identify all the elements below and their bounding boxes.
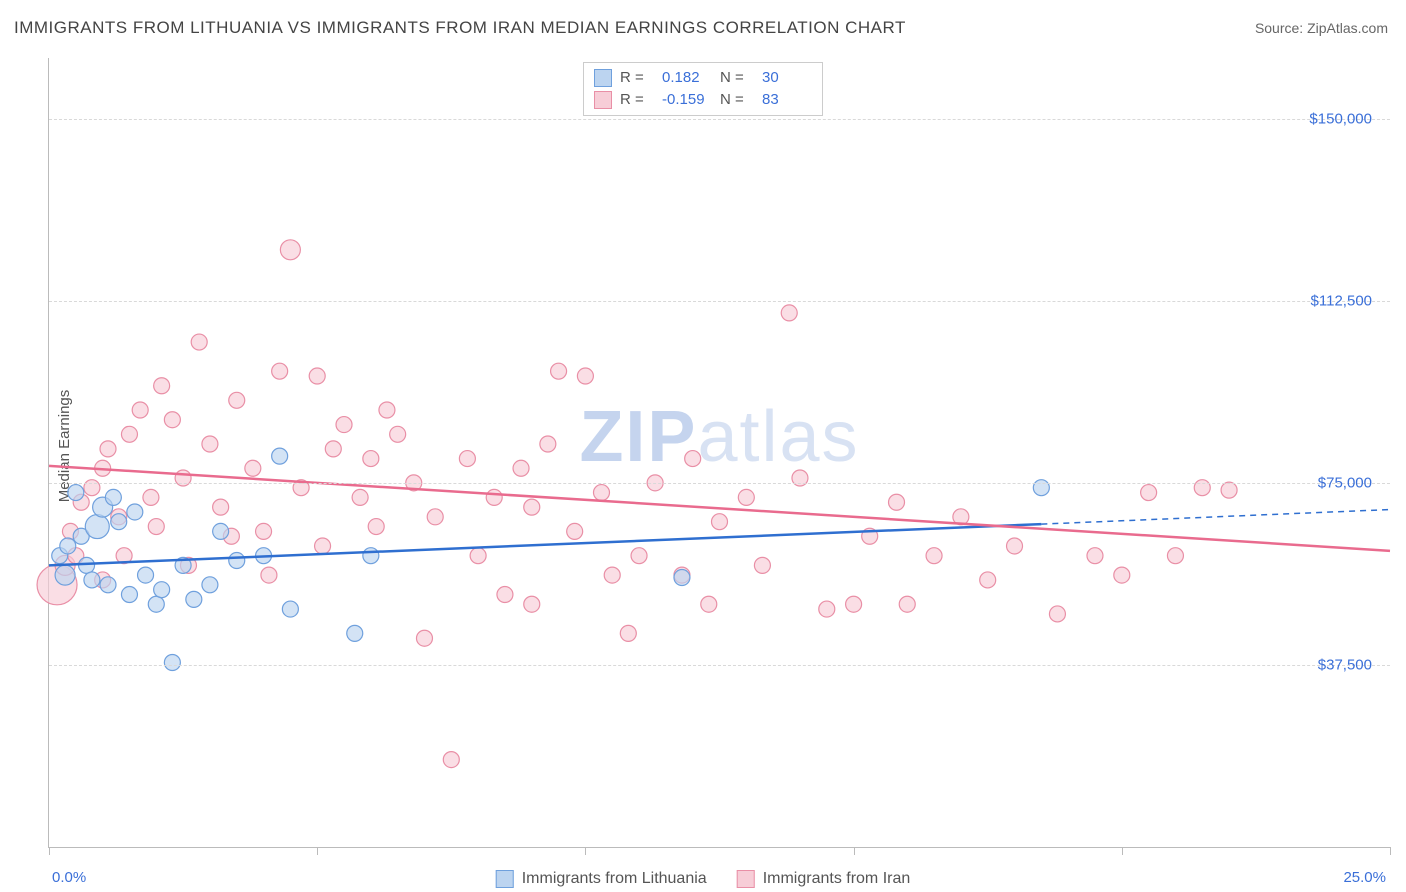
y-tick-label: $150,000	[1309, 110, 1372, 127]
legend-row-iran: R =-0.159 N =83	[594, 89, 812, 111]
correlation-legend: R =0.182 N =30 R =-0.159 N =83	[583, 62, 823, 116]
swatch-lithuania	[594, 69, 612, 87]
x-min-label: 0.0%	[52, 869, 86, 886]
r-value-lithuania: 0.182	[662, 67, 712, 89]
swatch-lithuania-icon	[496, 870, 514, 888]
legend-item-iran: Immigrants from Iran	[737, 870, 911, 888]
swatch-iran	[594, 91, 612, 109]
y-tick-label: $112,500	[1311, 292, 1372, 309]
n-value-lithuania: 30	[762, 67, 812, 89]
y-tick-label: $75,000	[1318, 474, 1372, 491]
y-tick-label: $37,500	[1318, 656, 1372, 673]
chart-container: IMMIGRANTS FROM LITHUANIA VS IMMIGRANTS …	[0, 0, 1406, 892]
legend-item-lithuania: Immigrants from Lithuania	[496, 870, 707, 888]
r-value-iran: -0.159	[662, 89, 712, 111]
x-max-label: 25.0%	[1343, 869, 1386, 886]
legend-label-iran: Immigrants from Iran	[763, 870, 911, 888]
n-value-iran: 83	[762, 89, 812, 111]
legend-label-lithuania: Immigrants from Lithuania	[522, 870, 707, 888]
legend-row-lithuania: R =0.182 N =30	[594, 67, 812, 89]
plot-area: ZIPatlas $37,500$75,000$112,500$150,000	[48, 58, 1390, 848]
chart-svg	[49, 58, 1390, 847]
swatch-iran-icon	[737, 870, 755, 888]
series-legend: Immigrants from Lithuania Immigrants fro…	[496, 870, 911, 888]
source-label: Source: ZipAtlas.com	[1255, 20, 1388, 36]
chart-title: IMMIGRANTS FROM LITHUANIA VS IMMIGRANTS …	[14, 18, 906, 38]
